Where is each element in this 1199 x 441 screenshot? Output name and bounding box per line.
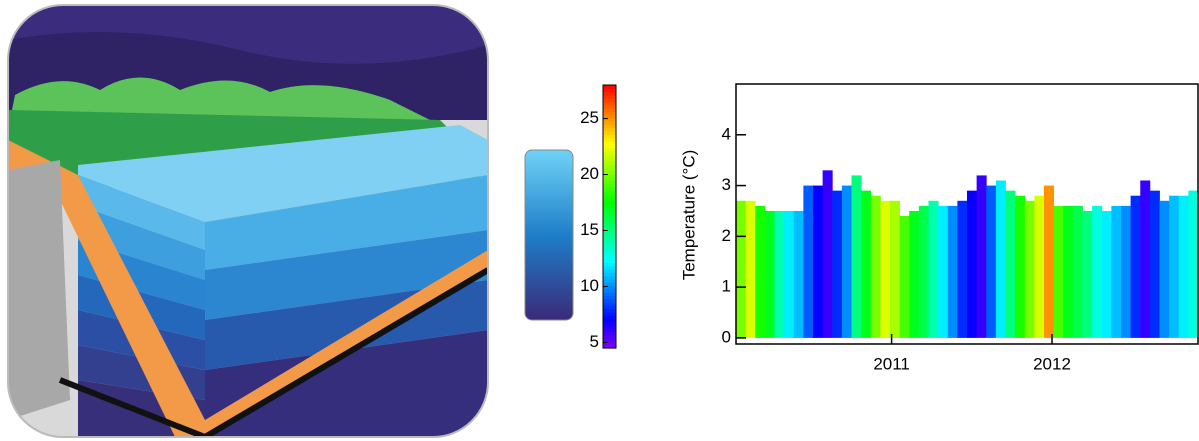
bar — [1073, 206, 1083, 338]
bar — [967, 191, 977, 338]
bar — [803, 186, 813, 338]
bar — [948, 206, 958, 338]
colorbar-tick-label: 10 — [580, 276, 599, 295]
bar — [938, 206, 948, 338]
bar — [1188, 191, 1198, 338]
bar — [1102, 211, 1112, 338]
y-tick-label: 4 — [722, 124, 731, 143]
bar — [1160, 201, 1170, 338]
bar — [784, 211, 794, 338]
bar — [1054, 206, 1064, 338]
figure: 5 10 15 20 25 Temperature (°C) 0 1 2 3 4 2011 2012 — [0, 0, 1199, 441]
bar — [852, 175, 862, 338]
y-tick-label: 3 — [722, 175, 731, 194]
bar — [1131, 196, 1141, 338]
bar — [1111, 206, 1121, 338]
bar — [1063, 206, 1073, 338]
bar — [1044, 186, 1054, 338]
bar — [842, 186, 852, 338]
bar — [1150, 191, 1160, 338]
bar — [996, 180, 1006, 337]
bar — [909, 211, 919, 338]
bar — [1140, 180, 1150, 337]
bar — [861, 191, 871, 338]
bar — [765, 211, 775, 338]
x-tick-label: 2011 — [873, 354, 910, 373]
bar — [1121, 206, 1131, 338]
y-tick-label: 2 — [722, 226, 731, 245]
bar — [746, 201, 756, 338]
colorbar-tick-label: 15 — [580, 220, 599, 239]
bar — [736, 201, 746, 338]
colorbar-tick-label: 20 — [580, 164, 599, 183]
bar — [929, 201, 939, 338]
layer-stack-icon — [525, 150, 573, 320]
bar — [1092, 206, 1102, 338]
bar — [1025, 201, 1035, 338]
bar — [1083, 211, 1093, 338]
bar — [977, 175, 987, 338]
y-tick-label: 1 — [722, 277, 731, 296]
colorbar-swatch — [603, 85, 616, 89]
y-tick-label: 0 — [722, 327, 731, 346]
bar — [1015, 196, 1025, 338]
bar — [880, 201, 890, 338]
bar — [900, 216, 910, 338]
lake-illustration — [8, 5, 488, 437]
bar — [1179, 196, 1189, 338]
bar — [1006, 191, 1016, 338]
bar — [794, 211, 804, 338]
bar — [1034, 196, 1044, 338]
colorbar-tick-label: 5 — [590, 332, 599, 351]
bar — [957, 201, 967, 338]
colorbar-label: Temperature (°C) — [679, 150, 698, 281]
bar — [832, 191, 842, 338]
bar — [755, 206, 765, 338]
bar — [871, 196, 881, 338]
bar — [986, 186, 996, 338]
bar — [890, 201, 900, 338]
colorbar-tick-label: 25 — [580, 108, 599, 127]
x-tick-label: 2012 — [1033, 354, 1071, 373]
bar — [823, 170, 833, 338]
bar — [775, 211, 785, 338]
bar — [919, 206, 929, 338]
colorbar: 5 10 15 20 25 — [580, 85, 616, 351]
bar — [1169, 196, 1179, 338]
bar — [813, 186, 823, 338]
